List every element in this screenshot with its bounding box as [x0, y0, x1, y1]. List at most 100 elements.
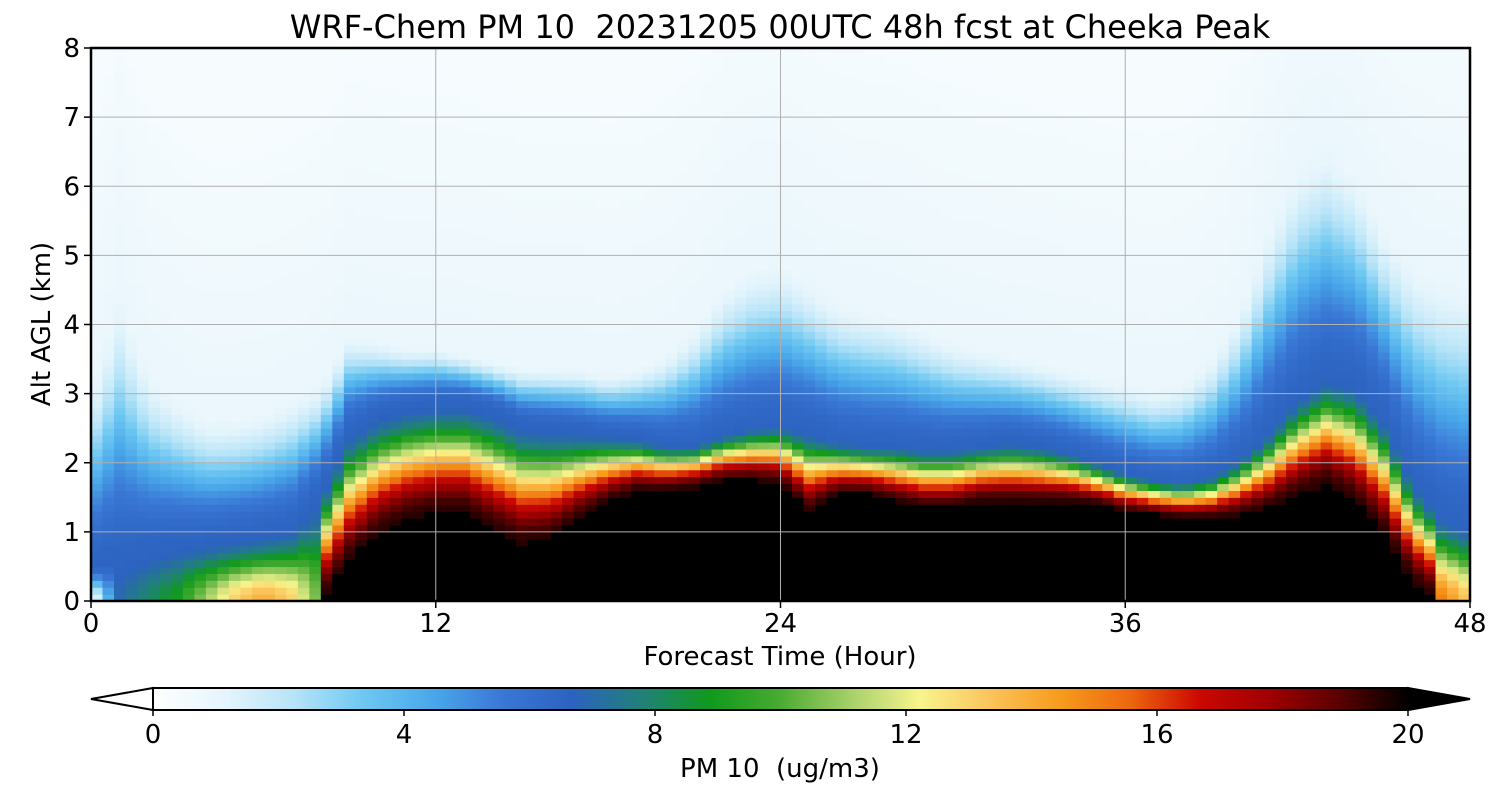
field-cell: [642, 511, 655, 519]
field-cell: [297, 130, 310, 139]
field-cell: [217, 407, 230, 415]
field-cell: [504, 289, 517, 298]
field-cell: [493, 103, 506, 111]
field-cell: [251, 255, 264, 263]
field-cell: [470, 61, 483, 70]
field-cell: [458, 248, 471, 256]
field-cell: [757, 89, 770, 97]
field-cell: [631, 213, 644, 222]
field-cell: [159, 179, 173, 187]
field-cell: [654, 442, 667, 450]
field-cell: [516, 303, 529, 312]
field-cell: [734, 490, 747, 498]
field-cell: [447, 331, 460, 339]
field-cell: [217, 483, 230, 491]
field-cell: [320, 61, 333, 70]
field-cell: [366, 573, 379, 581]
field-cell: [159, 359, 173, 367]
field-cell: [102, 61, 115, 70]
field-cell: [435, 442, 448, 450]
field-cell: [332, 276, 345, 284]
field-cell: [125, 345, 138, 353]
field-cell: [205, 511, 219, 519]
field-cell: [125, 296, 138, 305]
field-cell: [734, 428, 747, 436]
field-cell: [228, 559, 241, 568]
field-cell: [470, 317, 483, 326]
field-cell: [504, 193, 517, 201]
field-cell: [734, 227, 747, 236]
field-cell: [562, 75, 575, 84]
field-cell: [102, 110, 115, 118]
field-cell: [562, 400, 575, 409]
field-cell: [562, 289, 575, 298]
field-cell: [240, 531, 253, 540]
field-cell: [504, 276, 517, 284]
field-cell: [263, 545, 276, 554]
field-cell: [481, 234, 494, 243]
field-cell: [412, 255, 425, 263]
field-cell: [217, 324, 230, 333]
field-cell: [677, 407, 690, 415]
field-cell: [274, 379, 287, 388]
field-cell: [263, 504, 276, 512]
field-cell: [665, 421, 678, 429]
field-cell: [642, 144, 655, 153]
field-cell: [424, 200, 437, 208]
field-cell: [182, 538, 196, 547]
field-cell: [320, 234, 333, 243]
field-cell: [286, 524, 299, 533]
field-cell: [803, 442, 816, 450]
field-cell: [734, 552, 747, 561]
field-cell: [343, 89, 356, 97]
field-cell: [562, 462, 575, 471]
field-cell: [734, 137, 747, 146]
field-cell: [91, 151, 104, 160]
field-cell: [159, 213, 173, 222]
field-cell: [102, 262, 115, 270]
field-cell: [240, 193, 253, 201]
field-cell: [757, 552, 770, 561]
field-cell: [757, 331, 770, 339]
field-cell: [504, 213, 517, 222]
field-cell: [102, 137, 115, 146]
field-cell: [734, 483, 747, 491]
field-cell: [366, 483, 379, 491]
field-cell: [148, 276, 161, 284]
field-cell: [596, 61, 609, 70]
field-cell: [458, 511, 471, 519]
field-cell: [619, 234, 632, 243]
field-cell: [677, 283, 690, 291]
field-cell: [470, 511, 483, 519]
field-cell: [91, 296, 104, 305]
field-cell: [504, 428, 517, 436]
field-cell: [791, 435, 805, 443]
field-cell: [297, 117, 310, 125]
field-cell: [688, 158, 701, 167]
field-cell: [734, 511, 747, 519]
field-cell: [182, 524, 196, 533]
field-cell: [746, 407, 759, 415]
field-cell: [757, 289, 770, 298]
field-cell: [493, 276, 506, 284]
field-cell: [171, 400, 184, 409]
field-cell: [769, 289, 782, 298]
field-cell: [125, 552, 138, 561]
field-cell: [700, 61, 713, 70]
field-cell: [746, 61, 759, 70]
field-cell: [91, 476, 104, 485]
field-cell: [654, 476, 667, 485]
field-cell: [619, 448, 632, 457]
field-cell: [125, 435, 138, 443]
field-cell: [251, 324, 264, 333]
field-cell: [447, 407, 460, 415]
field-cell: [309, 296, 322, 305]
field-cell: [240, 476, 253, 485]
field-cell: [343, 518, 356, 526]
field-cell: [791, 483, 805, 491]
field-cell: [297, 573, 310, 581]
field-cell: [182, 345, 196, 353]
field-cell: [205, 421, 219, 429]
field-cell: [677, 172, 690, 180]
field-cell: [527, 82, 540, 91]
